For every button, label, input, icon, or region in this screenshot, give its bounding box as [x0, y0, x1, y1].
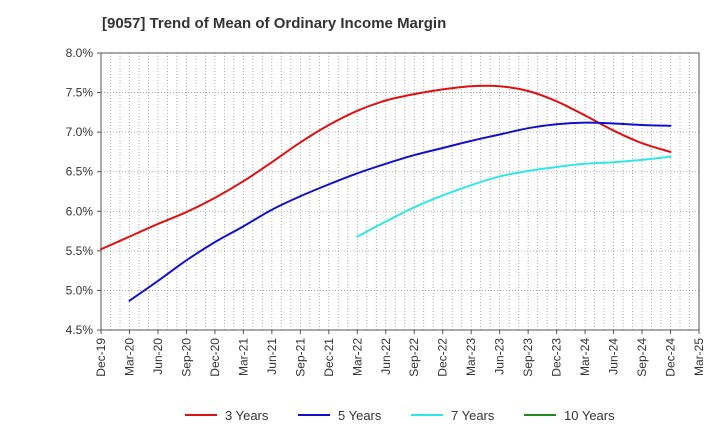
x-tick-label: Mar-25: [692, 338, 706, 376]
y-axis: 4.5% 5.0% 5.5% 6.0% 6.5% 7.0% 7.5% 8.0%: [66, 46, 101, 337]
x-tick-label: Dec-21: [322, 338, 336, 377]
y-tick-label: 7.5%: [66, 86, 94, 100]
legend-label: 3 Years: [225, 407, 269, 423]
y-tick-label: 8.0%: [66, 46, 94, 60]
x-tick-label: Jun-23: [493, 338, 507, 375]
x-tick-label: Jun-20: [151, 338, 165, 375]
x-tick-label: Sep-21: [293, 338, 307, 377]
legend-item: 7 Years: [411, 405, 494, 425]
y-tick-label: 6.5%: [66, 165, 94, 179]
legend-label: 5 Years: [338, 407, 382, 423]
legend-swatch: [411, 414, 443, 416]
series-line-5-years: [128, 121, 672, 302]
legend: 3 Years 5 Years 7 Years 10 Years: [0, 405, 720, 425]
x-tick-label: Dec-22: [436, 338, 450, 377]
legend-item: 10 Years: [524, 405, 615, 425]
plot-area: [100, 52, 700, 331]
x-tick-label: Mar-21: [236, 338, 250, 376]
x-tick-label: Mar-23: [464, 338, 478, 376]
y-tick-label: 7.0%: [66, 125, 94, 139]
x-tick-label: Sep-23: [521, 338, 535, 377]
grid-lines: [101, 53, 699, 330]
legend-swatch: [298, 414, 330, 416]
y-tick-label: 6.0%: [66, 204, 94, 218]
legend-item: 5 Years: [298, 405, 381, 425]
x-tick-label: Dec-19: [94, 338, 108, 377]
legend-label: 7 Years: [451, 407, 495, 423]
legend-swatch: [524, 414, 556, 416]
line-chart: 4.5% 5.0% 5.5% 6.0% 6.5% 7.0% 7.5% 8.0% Dec-19 M…: [66, 46, 706, 377]
x-tick-label: Sep-22: [407, 338, 421, 377]
series-layer: [100, 84, 672, 302]
y-tick-label: 5.5%: [66, 244, 94, 258]
x-tick-label: Sep-24: [635, 338, 649, 377]
x-tick-label: Dec-23: [550, 338, 564, 377]
x-tick-label: Mar-20: [122, 338, 136, 376]
y-tick-label: 4.5%: [66, 323, 94, 337]
series-line-7-years: [356, 155, 672, 238]
series-line-3-years: [100, 84, 672, 251]
x-tick-label: Mar-24: [578, 338, 592, 376]
legend-item: 3 Years: [185, 405, 268, 425]
x-tick-label: Dec-20: [208, 338, 222, 377]
x-axis: Dec-19 Mar-20 Jun-20 Sep-20 Dec-20 Mar-21 Jun-…: [94, 330, 706, 377]
x-tick-label: Jun-21: [265, 338, 279, 375]
x-tick-label: Mar-22: [350, 338, 364, 376]
chart-title: [9057] Trend of Mean of Ordinary Income …: [102, 15, 447, 32]
x-tick-label: Jun-24: [607, 338, 621, 375]
y-tick-label: 5.0%: [66, 283, 94, 297]
x-tick-label: Jun-22: [379, 338, 393, 375]
legend-label: 10 Years: [564, 407, 615, 423]
x-tick-label: Dec-24: [664, 338, 678, 377]
x-tick-label: Sep-20: [179, 338, 193, 377]
legend-swatch: [185, 414, 217, 416]
